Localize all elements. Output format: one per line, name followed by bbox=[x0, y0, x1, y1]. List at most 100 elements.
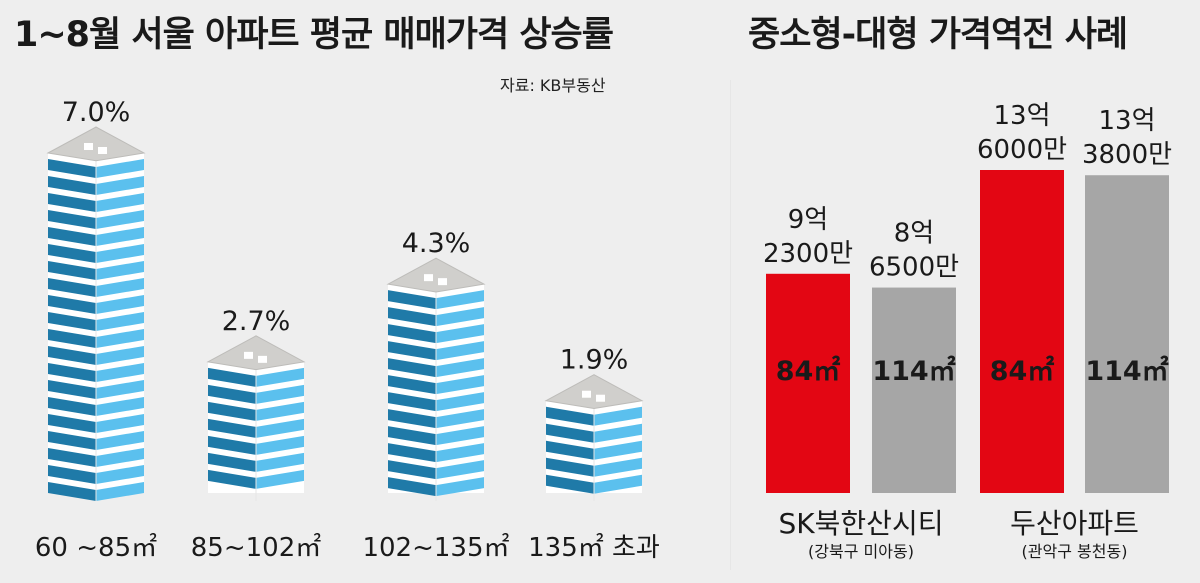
building-stripe-left bbox=[546, 474, 594, 494]
building-stripe-left bbox=[48, 363, 96, 382]
bar-size-label: 84㎡ bbox=[990, 355, 1055, 387]
building-stripe-right bbox=[436, 460, 484, 480]
building-stripe-left bbox=[388, 307, 436, 327]
building-stripe-left bbox=[48, 414, 96, 433]
building-stripe-right bbox=[96, 329, 144, 348]
building-stripe-left bbox=[48, 261, 96, 280]
building-stripe-right bbox=[96, 244, 144, 263]
price-label-line2: 3800만 bbox=[1082, 140, 1172, 170]
building-stripe-left bbox=[48, 346, 96, 365]
building-stripe-left bbox=[208, 401, 256, 421]
group-name-2: 두산아파트 bbox=[1010, 507, 1139, 540]
building-stripe-left bbox=[48, 380, 96, 399]
building-stripe-right bbox=[256, 435, 304, 455]
building-stripe-right bbox=[96, 227, 144, 246]
building-stripe-right bbox=[96, 414, 144, 433]
building-stripe-right bbox=[256, 452, 304, 472]
value-label-2: 2.7% bbox=[222, 306, 291, 337]
building-stripe-left bbox=[208, 452, 256, 472]
roof-unit bbox=[98, 147, 107, 154]
building-stripe-right bbox=[594, 406, 642, 426]
building-stripe-right bbox=[436, 324, 484, 344]
building-stripe-right bbox=[436, 409, 484, 429]
value-label-3: 4.3% bbox=[402, 228, 471, 259]
building-stripe-left bbox=[48, 295, 96, 314]
building-stripe-right bbox=[96, 346, 144, 365]
building-stripe-left bbox=[48, 193, 96, 212]
price-bar-1-1 bbox=[766, 273, 850, 493]
building-bar-1 bbox=[46, 126, 146, 501]
building-stripe-right bbox=[96, 159, 144, 178]
building-stripe-left bbox=[208, 418, 256, 438]
source-note: 자료: KB부동산 bbox=[500, 76, 606, 95]
building-stripe-left bbox=[546, 457, 594, 477]
building-stripe-left bbox=[388, 358, 436, 378]
category-label-3: 102~135㎡ bbox=[362, 533, 509, 563]
building-roof bbox=[544, 374, 644, 410]
building-stripe-right bbox=[96, 193, 144, 212]
building-stripe-right bbox=[436, 307, 484, 327]
building-roof bbox=[46, 126, 146, 162]
building-stripe-left bbox=[48, 278, 96, 297]
building-stripe-left bbox=[546, 440, 594, 460]
roof-unit bbox=[596, 394, 605, 402]
building-stripe-left bbox=[48, 312, 96, 331]
building-stripe-right bbox=[436, 341, 484, 361]
building-stripe-left bbox=[546, 406, 594, 426]
price-label-line1: 13억 bbox=[1098, 106, 1155, 136]
group-location-2: (관악구 봉천동) bbox=[1022, 542, 1128, 561]
building-stripe-left bbox=[388, 375, 436, 395]
chart-divider bbox=[730, 80, 731, 570]
bar-size-label: 114㎡ bbox=[872, 355, 955, 387]
building-stripe-left bbox=[388, 341, 436, 361]
price-label-line1: 13억 bbox=[993, 101, 1050, 131]
building-bar-3 bbox=[386, 257, 486, 501]
building-stripe-left bbox=[48, 482, 96, 501]
roof-unit bbox=[582, 390, 591, 398]
left-chart-title: 1~8월 서울 아파트 평균 매매가격 상승률 bbox=[14, 15, 614, 55]
building-stripe-left bbox=[388, 290, 436, 310]
building-stripe-left bbox=[388, 477, 436, 497]
building-stripe-right bbox=[256, 469, 304, 489]
value-label-1: 7.0% bbox=[62, 97, 131, 128]
price-bar-2-2 bbox=[1085, 175, 1169, 493]
building-stripe-left bbox=[48, 431, 96, 450]
building-stripe-left bbox=[48, 176, 96, 195]
building-stripe-right bbox=[96, 397, 144, 416]
building-stripe-right bbox=[436, 426, 484, 446]
roof-unit bbox=[84, 143, 93, 150]
building-stripe-left bbox=[388, 426, 436, 446]
building-stripe-right bbox=[96, 482, 144, 501]
building-stripe-left bbox=[48, 465, 96, 484]
building-stripe-right bbox=[256, 401, 304, 421]
price-bar-2-1 bbox=[980, 170, 1064, 493]
building-stripe-right bbox=[594, 440, 642, 460]
price-label-line2: 6500만 bbox=[869, 253, 959, 283]
building-stripe-right bbox=[594, 423, 642, 443]
building-stripe-right bbox=[96, 448, 144, 467]
building-stripe-right bbox=[96, 261, 144, 280]
building-stripe-left bbox=[388, 409, 436, 429]
building-stripe-right bbox=[436, 392, 484, 412]
building-stripe-right bbox=[96, 431, 144, 450]
building-stripe-left bbox=[388, 460, 436, 480]
roof-unit bbox=[244, 351, 253, 359]
building-stripe-left bbox=[208, 435, 256, 455]
price-label-line1: 9억 bbox=[788, 205, 828, 235]
building-bar-2 bbox=[206, 335, 306, 501]
building-stripe-right bbox=[594, 457, 642, 477]
building-stripe-left bbox=[208, 367, 256, 387]
building-stripe-right bbox=[256, 367, 304, 387]
building-bar-4 bbox=[544, 374, 644, 501]
building-stripe-right bbox=[436, 443, 484, 463]
price-label-line1: 8억 bbox=[894, 219, 934, 249]
building-stripe-right bbox=[96, 210, 144, 229]
group-location-1: (강북구 미아동) bbox=[808, 542, 914, 561]
bar-size-label: 114㎡ bbox=[1085, 355, 1168, 387]
building-stripe-left bbox=[208, 384, 256, 404]
building-stripe-right bbox=[436, 375, 484, 395]
building-stripe-left bbox=[48, 210, 96, 229]
building-stripe-left bbox=[48, 397, 96, 416]
group-name-1: SK북한산시티 bbox=[779, 507, 944, 540]
